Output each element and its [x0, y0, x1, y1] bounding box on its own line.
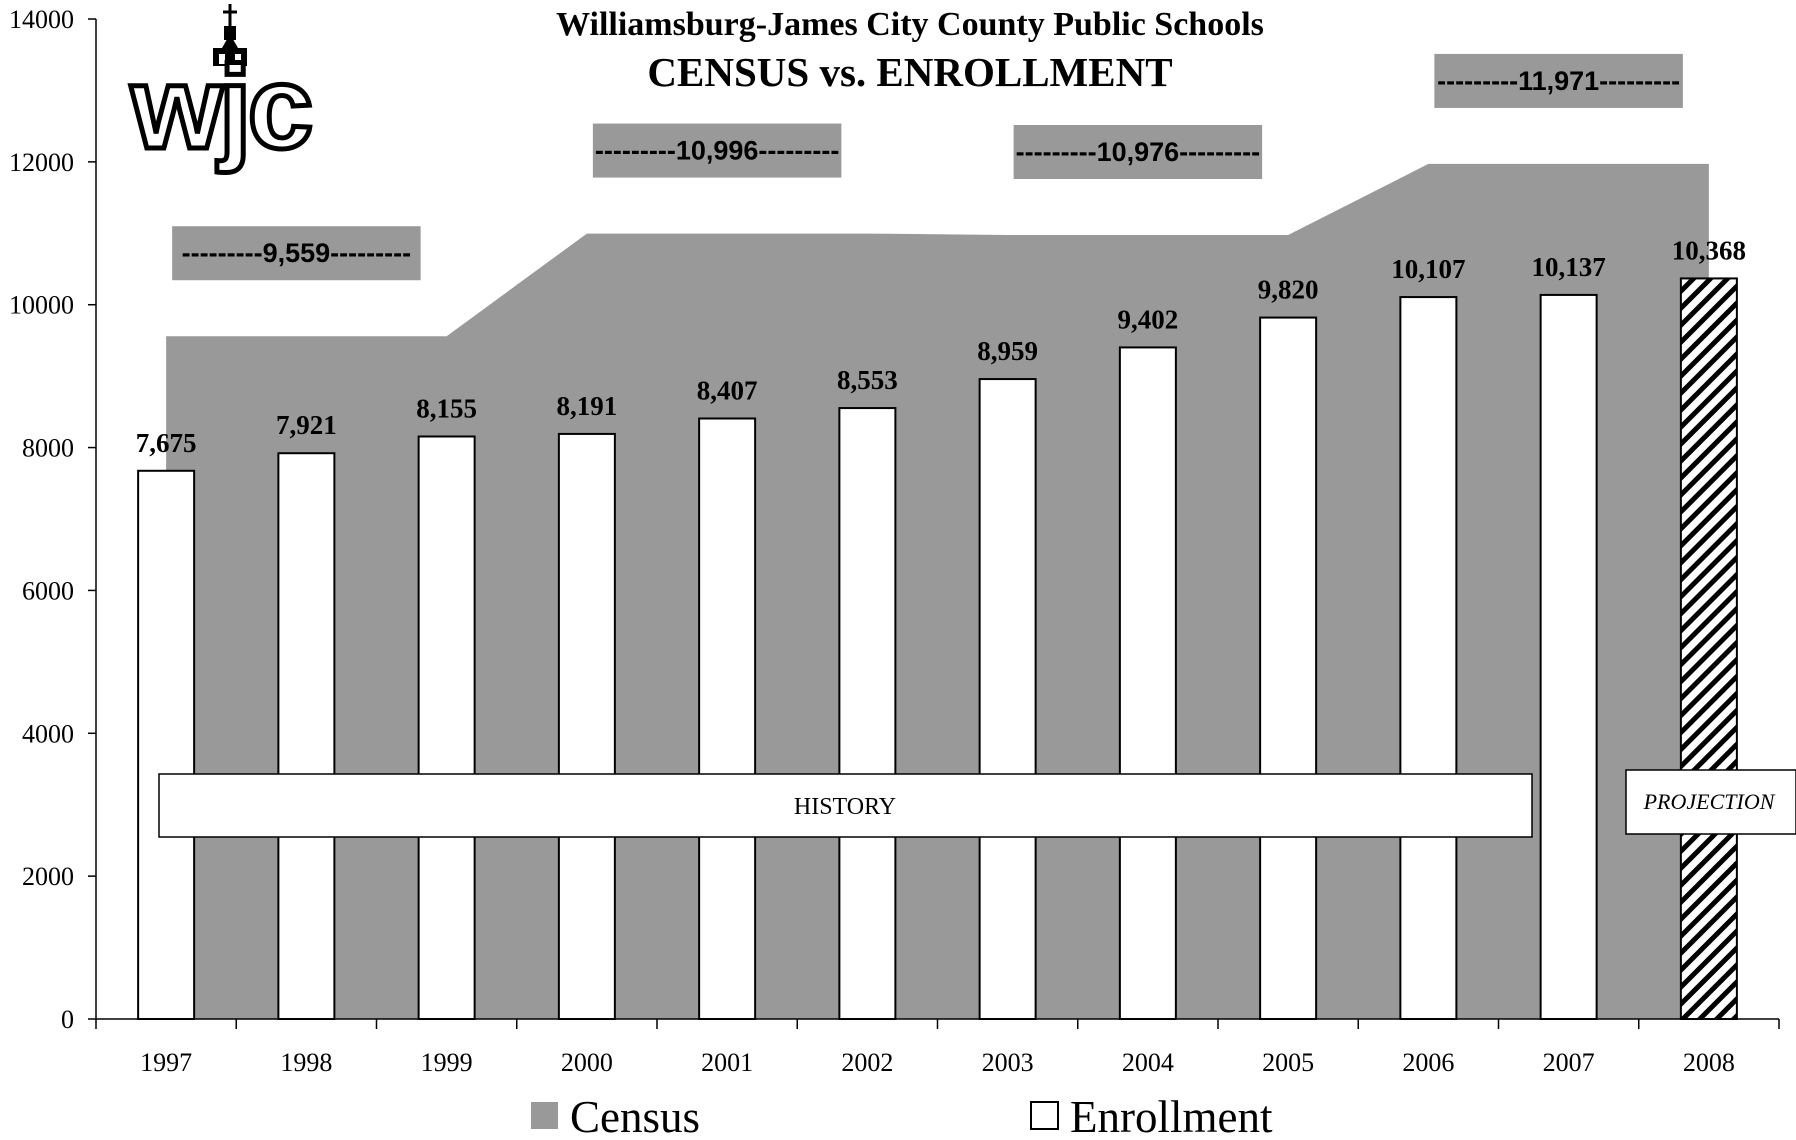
census-labels: ---------9,559--------- ---------10,996--… [172, 53, 1683, 281]
enrollment-bar [417, 435, 476, 1020]
census-label-text: ---------10,976--------- [1016, 137, 1260, 167]
church-steeple-icon [213, 4, 247, 66]
history-annotation: HISTORY [158, 773, 1533, 838]
enrollment-bar [277, 452, 336, 1020]
x-tick-label: 2007 [1543, 1048, 1595, 1077]
y-tick-label: 12000 [9, 148, 74, 177]
y-tick-label: 10000 [9, 291, 74, 320]
census-label: ---------10,996--------- [592, 123, 842, 178]
enrollment-bar [698, 417, 757, 1020]
history-box [158, 773, 1533, 838]
enrollment-bar [1539, 293, 1598, 1020]
chart-subtitle: CENSUS vs. ENROLLMENT [647, 49, 1172, 95]
census-label: ---------9,559--------- [172, 226, 421, 281]
bar-value-label: 8,155 [416, 394, 477, 424]
x-tick-label: 1998 [280, 1048, 332, 1077]
legend-label-enrollment: Enrollment [1070, 1092, 1273, 1140]
bar-value-labels: 7,675 7,921 8,155 8,191 8,407 8,553 8,959 9,402… [136, 235, 1746, 457]
census-label-box [1013, 125, 1263, 179]
enrollment-bar [557, 432, 616, 1020]
wjc-logo: wjc [128, 4, 317, 177]
y-tick-label: 14000 [9, 5, 74, 34]
x-tick-label: 2003 [982, 1048, 1034, 1077]
census-area-shape [166, 163, 1709, 1019]
projection-annotation: PROJECTION [1625, 769, 1796, 835]
y-tick-label: 6000 [22, 576, 74, 605]
enrollment-bar [1259, 316, 1318, 1021]
y-tick-label: 4000 [22, 719, 74, 748]
enrollment-bar [137, 469, 196, 1020]
bar-value-label: 8,407 [697, 376, 758, 406]
enrollment-bar [838, 407, 897, 1021]
census-label: ---------10,976--------- [1013, 125, 1263, 179]
x-tick-label: 2001 [701, 1048, 753, 1077]
census-label-text: ---------10,996--------- [595, 136, 839, 166]
x-tick-label: 2005 [1262, 1048, 1314, 1077]
x-tick-label: 2006 [1402, 1048, 1454, 1077]
bar-value-label: 8,553 [837, 365, 898, 395]
bar-value-label: 10,107 [1391, 254, 1465, 284]
chart-title: Williamsburg-James City County Public Sc… [556, 6, 1264, 43]
x-tick-label: 2008 [1683, 1048, 1735, 1077]
enrollment-bar-projected [1679, 277, 1738, 1020]
y-tick-label: 8000 [22, 434, 74, 463]
y-axis-ticks: 0 2000 4000 6000 8000 10000 12000 14000 [9, 5, 96, 1034]
y-tick-label: 2000 [22, 862, 74, 891]
bar-value-label: 7,675 [136, 428, 197, 458]
projection-label: PROJECTION [1643, 789, 1776, 814]
legend-swatch-enrollment [1030, 1101, 1059, 1130]
bar-value-label: 8,191 [557, 391, 618, 421]
x-axis-ticks: 1997 1998 1999 2000 2001 2002 2003 2004 2005 2006… [95, 1019, 1780, 1077]
x-tick-label: 2000 [561, 1048, 613, 1077]
x-tick-label: 1999 [421, 1048, 473, 1077]
census-label-text: ---------11,971--------- [1437, 66, 1680, 96]
enrollment-bar [978, 378, 1037, 1021]
census-label: ---------11,971--------- [1434, 53, 1683, 108]
enrollment-bar [1399, 296, 1458, 1021]
census-label-box [172, 226, 421, 281]
bar-value-label: 9,820 [1258, 275, 1319, 305]
census-label-box [592, 123, 842, 178]
bar-value-label: 10,368 [1672, 235, 1746, 265]
bar-value-label: 10,137 [1532, 252, 1606, 282]
x-tick-label: 1997 [140, 1048, 192, 1077]
legend-swatch-census [531, 1102, 558, 1129]
legend: Census Enrollment [531, 1092, 1273, 1140]
x-tick-label: 2002 [841, 1048, 893, 1077]
bar-value-label: 9,402 [1118, 304, 1179, 334]
enrollment-bars [137, 277, 1738, 1021]
enrollment-bar [1118, 346, 1177, 1020]
bar-value-label: 8,959 [977, 336, 1038, 366]
legend-label-census: Census [570, 1092, 700, 1140]
census-area [166, 163, 1709, 1019]
bar-value-label: 7,921 [276, 410, 337, 440]
logo-text: wjc [130, 42, 311, 174]
projection-box [1625, 769, 1796, 835]
census-label-box [1434, 53, 1683, 108]
history-label: HISTORY [794, 794, 896, 820]
x-tick-label: 2004 [1122, 1048, 1174, 1077]
census-label-text: ---------9,559--------- [182, 238, 411, 268]
y-tick-label: 0 [61, 1005, 74, 1034]
